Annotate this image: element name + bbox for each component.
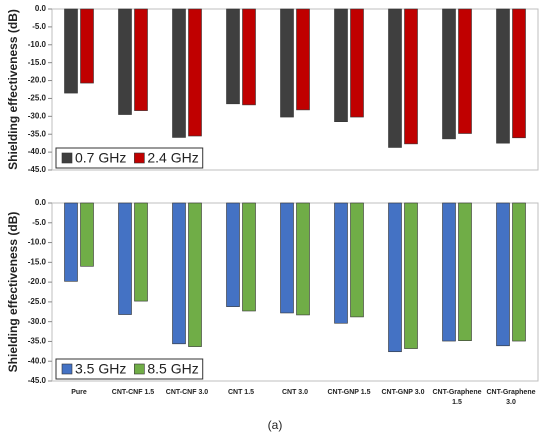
bar	[442, 202, 456, 342]
bar	[334, 202, 348, 324]
y-tick-label: -15.0	[28, 257, 47, 266]
bar	[242, 8, 256, 106]
bar	[188, 202, 202, 347]
legend-swatch	[134, 363, 145, 375]
bar	[334, 8, 348, 122]
y-axis-label: Shielding effectiveness (dB)	[6, 9, 20, 170]
x-tick-label: Pure	[71, 389, 87, 396]
bar	[388, 8, 402, 148]
legend-label: 3.5 GHz	[75, 361, 126, 377]
bar	[512, 8, 526, 139]
bar	[64, 8, 78, 94]
bar	[512, 202, 526, 342]
plot-area	[51, 8, 539, 171]
bar	[350, 202, 364, 318]
y-tick-label: -25.0	[28, 297, 47, 306]
x-tick-label: CNT-CNF 3.0	[166, 389, 209, 396]
bar	[134, 202, 148, 302]
bar	[172, 202, 186, 345]
bar	[64, 202, 78, 282]
legend	[55, 358, 204, 380]
x-tick-label: CNT-CNF 1.5	[112, 389, 155, 396]
bar	[404, 202, 418, 349]
legend	[55, 147, 204, 169]
bar	[388, 202, 402, 353]
legend-label: 2.4 GHz	[147, 150, 198, 166]
y-tick-label: -25.0	[28, 94, 47, 103]
y-tick-label: -35.0	[28, 337, 47, 346]
bar	[242, 202, 256, 312]
y-tick-label: -40.0	[28, 356, 47, 365]
legend-swatch	[61, 363, 73, 375]
legend-swatch	[61, 152, 73, 164]
bar	[280, 202, 294, 314]
legend-label: 0.7 GHz	[75, 150, 126, 166]
bar	[172, 8, 186, 138]
y-tick-label: -45.0	[28, 165, 47, 174]
bar	[442, 8, 456, 140]
bar	[280, 8, 294, 118]
y-tick-label: -5.0	[32, 218, 46, 227]
x-tick-label: CNT-GNP 3.0	[381, 389, 424, 396]
bar	[188, 8, 202, 137]
x-tick-label: CNT 1.5	[228, 389, 254, 396]
y-tick-label: -40.0	[28, 147, 47, 156]
bar	[226, 202, 240, 307]
bar	[496, 202, 510, 347]
bar	[296, 202, 310, 316]
y-tick-label: -20.0	[28, 277, 47, 286]
bar	[458, 8, 472, 134]
bar	[296, 8, 310, 111]
caption: (a)	[268, 418, 283, 432]
bar	[80, 202, 94, 267]
y-tick-label: 0.0	[35, 198, 47, 207]
y-tick-label: -30.0	[28, 111, 47, 120]
plot-area	[51, 202, 539, 382]
y-tick-label: -20.0	[28, 76, 47, 85]
x-tick-label: CNT-Graphene 1.5	[432, 389, 481, 406]
y-tick-label: 0.0	[35, 4, 47, 13]
bar	[118, 8, 132, 115]
x-tick-label: CNT-Graphene 3.0	[486, 389, 535, 406]
bar	[404, 8, 418, 145]
y-axis-label: Shielding effectiveness (dB)	[6, 212, 20, 373]
bar	[458, 202, 472, 341]
y-tick-label: -30.0	[28, 317, 47, 326]
y-tick-label: -35.0	[28, 129, 47, 138]
x-tick-label: CNT-GNP 1.5	[327, 389, 370, 396]
y-tick-label: -5.0	[32, 22, 46, 31]
bar	[134, 8, 148, 111]
y-tick-label: -15.0	[28, 58, 47, 67]
y-tick-label: -10.0	[28, 238, 47, 247]
bar	[226, 8, 240, 105]
y-tick-label: -10.0	[28, 40, 47, 49]
x-tick-label: CNT 3.0	[282, 389, 308, 396]
y-tick-label: -45.0	[28, 376, 47, 385]
bar	[350, 8, 364, 118]
bar	[496, 8, 510, 144]
bar	[80, 8, 94, 84]
bar	[118, 202, 132, 315]
legend-label: 8.5 GHz	[147, 361, 198, 377]
legend-swatch	[134, 152, 145, 164]
